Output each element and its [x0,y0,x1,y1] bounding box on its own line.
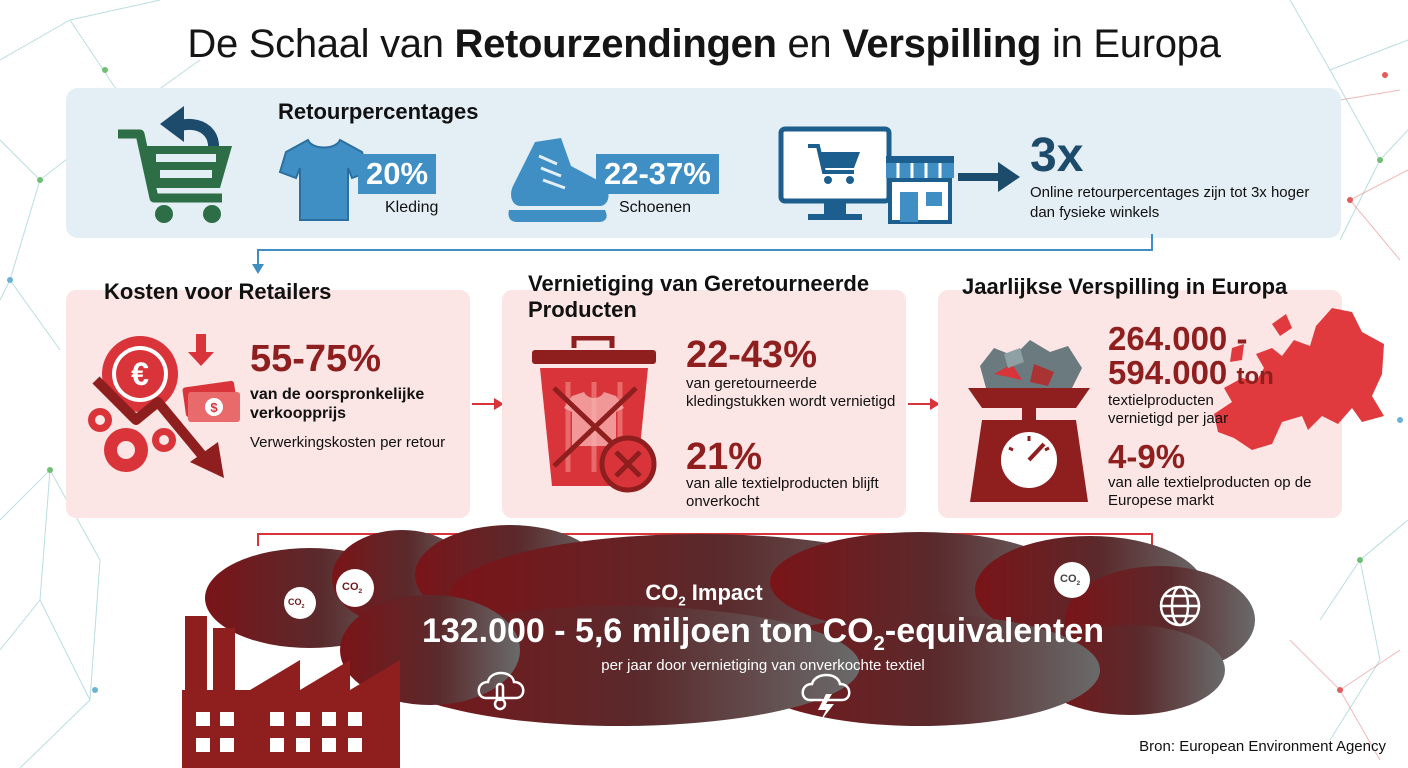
retailer-costs-heading: Kosten voor Retailers [104,279,332,304]
retailer-costs-sub: Verwerkingskosten per retour [250,434,446,451]
store-icon [886,156,954,224]
annual-waste-value-2: 4-9% [1108,438,1186,475]
svg-text:€: € [131,356,149,392]
costs-illustration: € $ [88,334,240,478]
source-credit: Bron: European Environment Agency [1139,738,1386,755]
annual-waste-heading: Jaarlijkse Verspilling in Europa [962,274,1288,299]
factory-icon [182,616,400,768]
return-rates-heading: Retourpercentages [278,99,479,124]
annual-waste-value-1-line2: 594.000 ton [1108,354,1274,391]
annual-waste-desc-1: textielproducten vernietigd per jaar [1108,392,1229,427]
europe-map-icon [1214,308,1384,450]
storm-cloud-icon [801,673,851,722]
co2-bubble-label-2: CO2 [342,581,363,596]
no-symbol-icon [599,435,657,493]
shoes-percent: 22-37% [596,154,719,194]
return-cart-icon [118,106,232,223]
co2-impact-label: CO2 Impact [645,580,763,609]
co2-impact-value: 132.000 - 5,6 miljoen ton CO2-equivalent… [421,612,1105,655]
page-title: De Schaal van Retourzendingen en Verspil… [187,22,1221,66]
destruction-heading: Vernietiging van Geretourneerde Producte… [528,271,870,322]
globe-icon [1159,585,1201,627]
destruction-desc-2: van alle textielproducten blijft onverko… [686,475,879,510]
shoe-icon [508,138,609,222]
clothing-percent: 20% [358,154,437,194]
euro-coin-icon: € [102,336,178,412]
clothing-label: Kleding [385,199,439,216]
shoes-label: Schoenen [619,199,692,216]
thermometer-cloud-icon [477,671,525,711]
online-multiplier: 3x [1030,129,1084,182]
co2-bubble-icon [284,562,1090,619]
destruction-desc-1: van geretourneerde kledingstukken wordt … [686,375,896,410]
destruction-value-2: 21% [686,436,763,478]
trend-down-arrow-icon [92,376,224,478]
retailer-costs-value: 55-75% [250,338,381,380]
annual-waste-desc-2: van alle textielproducten op de Europese… [1108,474,1312,509]
scale-icon [968,340,1090,502]
destruction-value-1: 22-43% [686,334,817,376]
co2-bubble-label-1: CO2 [288,597,305,610]
co2-bubble-label-3: CO2 [1060,573,1081,588]
tshirt-icon [278,138,370,221]
svg-text:$: $ [210,400,218,415]
co2-impact-desc: per jaar door vernietiging van onverkoch… [601,657,925,674]
annual-waste-value-1-line1: 264.000 - [1108,320,1248,357]
retailer-costs-desc: van de oorspronkelijke verkoopprijs [250,386,425,422]
arrow-right-icon [958,162,1020,192]
trash-bin-icon [532,336,657,493]
money-icon: $ [182,380,240,422]
online-return-text: Online retourpercentages zijn tot 3x hog… [1030,184,1310,221]
